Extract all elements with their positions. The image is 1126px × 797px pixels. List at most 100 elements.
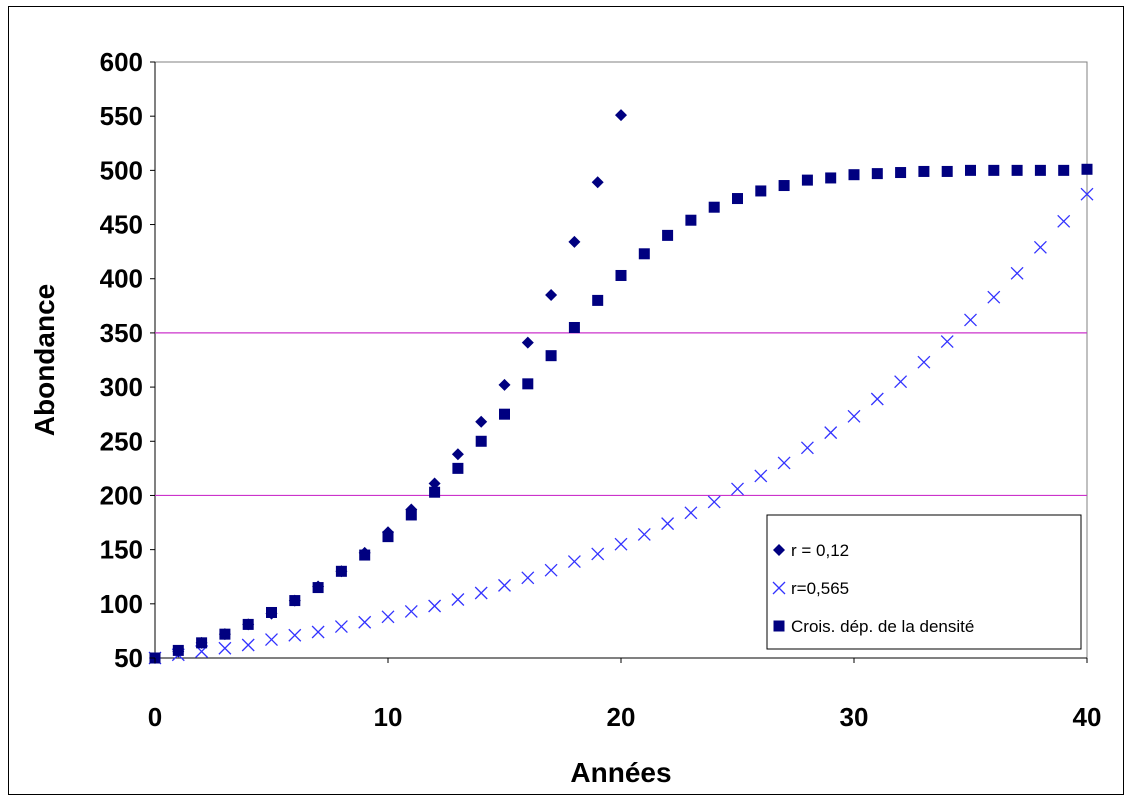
x-tick-label: 40 — [1073, 702, 1102, 732]
legend-box — [766, 514, 1082, 650]
data-point — [474, 586, 488, 600]
data-point — [521, 571, 535, 585]
data-point — [219, 628, 231, 640]
series-0 — [149, 109, 627, 664]
data-point — [545, 350, 557, 362]
y-axis-title: Abondance — [29, 284, 60, 436]
data-point — [988, 164, 1000, 176]
data-point — [918, 165, 930, 177]
legend: r = 0,12 r=0,565 Crois. dép. de la densité — [766, 514, 1082, 650]
data-point — [870, 392, 884, 406]
data-point — [777, 456, 791, 470]
data-point — [1010, 266, 1024, 280]
data-point — [265, 633, 278, 647]
data-point — [311, 625, 325, 639]
legend-marker — [773, 620, 785, 632]
data-point — [1033, 240, 1047, 254]
data-marks — [148, 109, 1094, 665]
data-point — [755, 185, 767, 197]
data-point — [218, 641, 232, 655]
data-point — [405, 509, 417, 521]
y-tick-label: 100 — [100, 589, 143, 619]
legend-marker — [772, 581, 786, 595]
data-point — [242, 618, 254, 630]
data-point — [847, 409, 861, 423]
data-point — [1057, 214, 1071, 228]
data-point — [521, 336, 534, 349]
data-point — [638, 248, 650, 260]
data-point — [334, 620, 348, 634]
data-point — [871, 168, 883, 180]
data-point — [732, 193, 743, 205]
data-point — [568, 321, 580, 333]
data-point — [1034, 164, 1046, 176]
data-point — [266, 606, 277, 618]
data-point — [358, 615, 372, 629]
data-point — [568, 235, 581, 248]
data-point — [289, 595, 301, 607]
data-point — [708, 201, 720, 213]
legend-entry: Crois. dép. de la densité — [791, 617, 974, 636]
data-point — [987, 290, 1001, 304]
data-point — [404, 604, 418, 618]
data-point — [684, 506, 698, 520]
data-point — [592, 294, 604, 306]
data-point — [591, 176, 604, 189]
data-point — [428, 477, 441, 490]
legend-entry: r=0,565 — [791, 579, 849, 598]
data-point — [381, 610, 395, 624]
chart-frame — [8, 6, 1124, 795]
data-point — [614, 537, 628, 551]
data-point — [288, 628, 302, 642]
data-point — [824, 426, 838, 440]
data-point — [522, 378, 534, 390]
tick-labels: 50 100 150 200 250 300 350 400 450 500 550 600 0 10 20… — [100, 47, 1102, 732]
data-point — [940, 335, 954, 349]
data-point — [661, 517, 675, 531]
data-point — [196, 637, 208, 649]
data-point — [498, 578, 511, 592]
data-point — [801, 174, 813, 186]
data-point — [685, 214, 697, 226]
data-point — [591, 547, 605, 561]
y-tick-label: 350 — [100, 318, 143, 348]
data-point — [451, 593, 465, 606]
y-tick-label: 150 — [100, 535, 143, 565]
y-tick-label: 250 — [100, 426, 143, 456]
data-point — [731, 482, 744, 496]
data-point — [382, 531, 394, 543]
data-point — [452, 462, 464, 474]
y-tick-label: 450 — [100, 210, 143, 240]
x-tick-label: 10 — [374, 702, 403, 732]
data-point — [335, 565, 347, 577]
data-point — [707, 495, 721, 509]
data-point — [567, 555, 581, 569]
data-point — [637, 528, 651, 541]
data-point — [825, 172, 837, 184]
data-point — [965, 164, 976, 176]
x-tick-label: 20 — [607, 702, 636, 732]
reference-lines — [155, 332, 1087, 497]
y-tick-label: 400 — [100, 264, 143, 294]
data-point — [475, 435, 487, 447]
data-point — [545, 288, 558, 301]
data-point — [241, 638, 255, 652]
legend-entry: r = 0,12 — [791, 541, 849, 560]
data-point — [615, 269, 627, 281]
data-point — [475, 415, 488, 428]
x-tick-label: 0 — [148, 702, 162, 732]
x-tick-label: 30 — [840, 702, 869, 732]
y-tick-label: 550 — [100, 101, 143, 131]
data-point — [1011, 164, 1023, 176]
data-point — [778, 180, 790, 192]
data-point — [1080, 187, 1094, 201]
data-point — [312, 582, 324, 594]
data-point — [499, 408, 510, 420]
data-point — [544, 563, 558, 577]
data-point — [754, 469, 768, 483]
x-axis-title: Années — [570, 757, 671, 788]
y-tick-label: 600 — [100, 47, 143, 77]
data-point — [895, 167, 907, 179]
data-point — [917, 355, 931, 369]
